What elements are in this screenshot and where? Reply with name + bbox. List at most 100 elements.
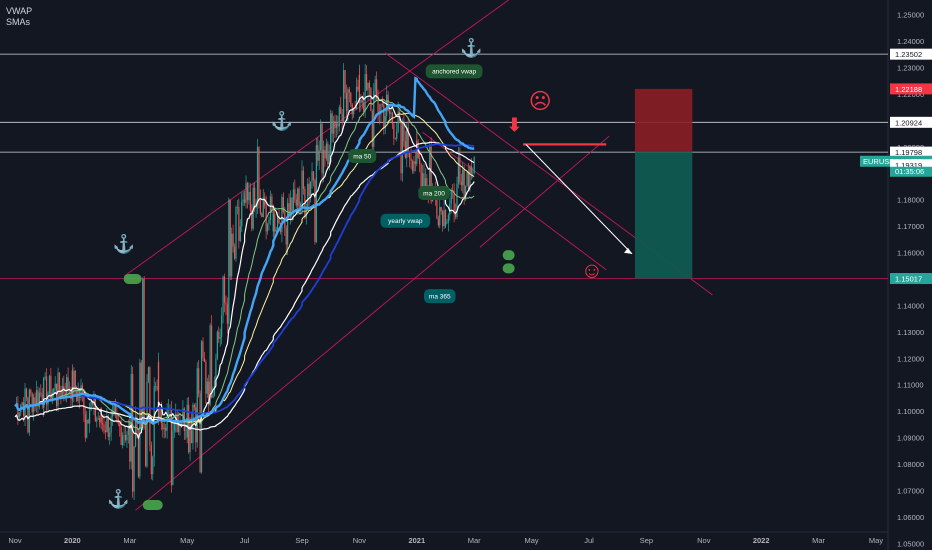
candle-body [78,387,81,398]
legend-vwap[interactable]: VWAP [6,6,33,16]
candle-body [262,197,264,218]
candle-body [226,304,228,324]
candle-body [246,182,249,201]
symbol-tag-bg [860,155,890,167]
annotation-label: yearly vwap [388,218,423,225]
price-tag-label: 1.19319 [895,161,922,170]
candle-body [424,178,427,190]
indicator-legend: VWAP SMAs [6,6,32,28]
ma-365-line [14,143,475,416]
candle-body [101,423,104,425]
candle-body [334,120,336,129]
candle-body [295,199,297,206]
candle-body [110,416,112,433]
price-tick-label: 1.06000 [897,513,924,522]
candle-body [397,111,399,132]
candle-body [271,196,273,213]
candle-body [120,426,122,446]
price-tick-label: 1.09000 [897,434,924,443]
trend-channel-line [135,207,501,511]
candle-body [457,157,460,184]
candle-body [129,424,131,462]
candle-body [364,74,366,112]
candle-body [17,403,19,418]
time-tick-label: Sep [640,536,653,545]
candle-body [189,418,191,453]
anchor-icon: ⚓ [107,488,129,509]
annotation-badge: anchored vwap [425,64,483,79]
candle-body [144,424,147,467]
candle-body [370,88,372,112]
candle-body [420,164,422,189]
candle-body [393,124,395,139]
candle-body [314,179,316,242]
stop-loss-zone [634,88,693,153]
candle-body [298,188,300,212]
candle-body [281,196,283,233]
candle-body [190,418,193,444]
target-arrow-line [525,144,633,255]
candle-body [132,374,134,492]
candle-body [199,393,201,472]
candle-body [68,390,71,392]
candle-body [97,418,99,419]
candle-body [264,197,266,206]
price-tag: 1.19319 [890,159,932,171]
candle-body [421,173,424,189]
time-tick-label: Mar [468,536,481,545]
candle-body [367,82,369,91]
candle-body [452,190,454,191]
price-tick-label: 1.23000 [897,63,924,72]
candle-body [235,207,237,259]
candle-body [312,171,315,180]
candle-body [140,362,142,429]
candle-body [238,206,240,241]
candle-body [209,325,211,405]
candle-body [58,372,61,391]
candle-body [285,228,287,245]
anchor-icon: ⚓ [271,110,293,131]
highlight-marker [142,500,163,511]
price-tag-label: 1.22188 [895,85,922,94]
candle-body [447,215,449,223]
candle-body [111,413,114,417]
time-tick-label: 2022 [753,536,770,545]
candle-body [202,341,204,359]
candle-body [294,189,296,200]
candle-body [133,446,135,492]
candle-body [90,401,92,411]
candle-body [467,172,470,190]
happy-face-icon: ☺ [581,258,603,283]
candle-body [414,161,416,164]
candle-body [443,210,445,227]
candle-body [50,375,52,402]
candle-body [383,104,385,129]
price-tick-label: 1.07000 [897,487,924,496]
countdown-label: 01:35:06 [895,167,924,176]
down-arrow-icon: ⬇ [507,115,522,135]
candle-body [130,374,132,462]
candle-body [317,145,319,161]
candle-body [358,75,360,103]
annotation-label: anchored vwap [432,69,476,76]
take-profit-zone [634,152,693,279]
candle-body [416,140,418,147]
candle-body [454,213,457,217]
price-tag: 1.22188 [890,83,932,95]
candle-body [440,207,442,212]
candle-body [173,422,175,432]
candle-body [35,390,38,406]
candle-body [170,408,173,486]
candle-body [278,216,280,223]
candle-body [223,276,226,303]
candle-body [221,315,223,338]
candle-body [152,456,154,474]
candle-body [430,146,432,202]
price-tag-bg [890,48,932,60]
candle-body [136,416,138,434]
candle-body [341,113,343,122]
candle-body [54,383,56,389]
legend-smas[interactable]: SMAs [6,17,31,27]
